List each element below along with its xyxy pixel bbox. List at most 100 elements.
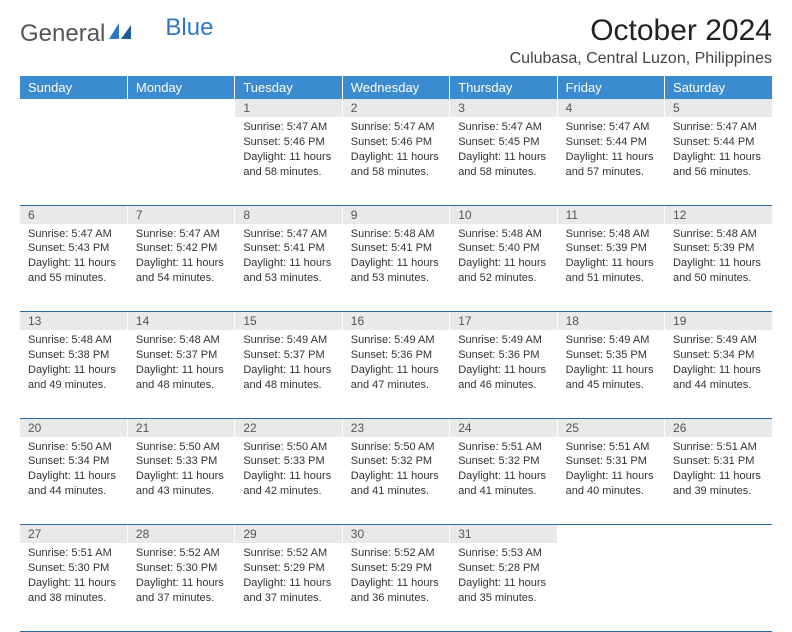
daylight-text: Daylight: 11 hours [673, 150, 764, 165]
weekday-header-row: Sunday Monday Tuesday Wednesday Thursday… [20, 76, 772, 99]
sunset-text: Sunset: 5:45 PM [458, 135, 548, 150]
daylight-text: Daylight: 11 hours [28, 469, 119, 484]
day-cell: Sunrise: 5:47 AMSunset: 5:46 PMDaylight:… [342, 117, 449, 205]
daylight-text: Daylight: 11 hours [566, 469, 656, 484]
day-number: 2 [342, 99, 449, 117]
day-cell: Sunrise: 5:48 AMSunset: 5:40 PMDaylight:… [450, 224, 557, 312]
daylight-text: and 58 minutes. [243, 165, 333, 180]
sunrise-text: Sunrise: 5:48 AM [28, 333, 119, 348]
day-number: 6 [20, 205, 127, 224]
day-number: 21 [127, 418, 234, 437]
daylight-text: Daylight: 11 hours [243, 150, 333, 165]
daynum-row: 20212223242526 [20, 418, 772, 437]
sunset-text: Sunset: 5:42 PM [136, 241, 226, 256]
daylight-text: and 42 minutes. [243, 484, 333, 499]
brand-text-blue: Blue [165, 14, 213, 42]
sunset-text: Sunset: 5:41 PM [243, 241, 333, 256]
day-cell [127, 117, 234, 205]
sunrise-text: Sunrise: 5:53 AM [458, 546, 548, 561]
daylight-text: and 51 minutes. [566, 271, 656, 286]
daylight-text: Daylight: 11 hours [566, 150, 656, 165]
daylight-text: and 53 minutes. [243, 271, 333, 286]
title-block: October 2024 Culubasa, Central Luzon, Ph… [510, 14, 772, 68]
day-cell: Sunrise: 5:50 AMSunset: 5:33 PMDaylight:… [235, 437, 342, 525]
sunset-text: Sunset: 5:46 PM [351, 135, 441, 150]
weekday-head: Monday [127, 76, 234, 99]
day-number: 18 [557, 312, 664, 331]
brand-text-general: General [20, 20, 105, 48]
daylight-text: Daylight: 11 hours [673, 469, 764, 484]
sunset-text: Sunset: 5:39 PM [566, 241, 656, 256]
sunset-text: Sunset: 5:34 PM [673, 348, 764, 363]
day-cell: Sunrise: 5:49 AMSunset: 5:36 PMDaylight:… [342, 330, 449, 418]
sunset-text: Sunset: 5:37 PM [243, 348, 333, 363]
content-row: Sunrise: 5:47 AMSunset: 5:46 PMDaylight:… [20, 117, 772, 205]
sunset-text: Sunset: 5:35 PM [566, 348, 656, 363]
day-number: 22 [235, 418, 342, 437]
day-number [557, 525, 664, 544]
daylight-text: Daylight: 11 hours [351, 576, 441, 591]
daylight-text: and 58 minutes. [458, 165, 548, 180]
day-cell: Sunrise: 5:51 AMSunset: 5:31 PMDaylight:… [557, 437, 664, 525]
daylight-text: Daylight: 11 hours [458, 256, 548, 271]
day-number: 24 [450, 418, 557, 437]
sunrise-text: Sunrise: 5:48 AM [673, 227, 764, 242]
sunset-text: Sunset: 5:33 PM [136, 454, 226, 469]
sunrise-text: Sunrise: 5:52 AM [351, 546, 441, 561]
weekday-head: Wednesday [342, 76, 449, 99]
daylight-text: Daylight: 11 hours [243, 576, 333, 591]
day-cell: Sunrise: 5:52 AMSunset: 5:30 PMDaylight:… [127, 543, 234, 631]
content-row: Sunrise: 5:50 AMSunset: 5:34 PMDaylight:… [20, 437, 772, 525]
sunset-text: Sunset: 5:32 PM [351, 454, 441, 469]
day-number: 13 [20, 312, 127, 331]
day-number: 12 [665, 205, 772, 224]
day-number: 29 [235, 525, 342, 544]
daylight-text: and 48 minutes. [243, 378, 333, 393]
day-cell: Sunrise: 5:47 AMSunset: 5:45 PMDaylight:… [450, 117, 557, 205]
sunrise-text: Sunrise: 5:49 AM [458, 333, 548, 348]
day-cell: Sunrise: 5:47 AMSunset: 5:41 PMDaylight:… [235, 224, 342, 312]
day-number: 9 [342, 205, 449, 224]
content-row: Sunrise: 5:47 AMSunset: 5:43 PMDaylight:… [20, 224, 772, 312]
sunrise-text: Sunrise: 5:51 AM [673, 440, 764, 455]
day-cell: Sunrise: 5:48 AMSunset: 5:38 PMDaylight:… [20, 330, 127, 418]
daynum-row: 6789101112 [20, 205, 772, 224]
day-number: 25 [557, 418, 664, 437]
daylight-text: and 52 minutes. [458, 271, 548, 286]
sunset-text: Sunset: 5:40 PM [458, 241, 548, 256]
sunset-text: Sunset: 5:30 PM [136, 561, 226, 576]
day-number: 16 [342, 312, 449, 331]
daylight-text: Daylight: 11 hours [351, 150, 441, 165]
brand-logo: General Blue [20, 14, 213, 48]
sunrise-text: Sunrise: 5:49 AM [673, 333, 764, 348]
daylight-text: Daylight: 11 hours [673, 256, 764, 271]
daylight-text: and 57 minutes. [566, 165, 656, 180]
sunrise-text: Sunrise: 5:47 AM [566, 120, 656, 135]
day-number: 28 [127, 525, 234, 544]
daylight-text: and 55 minutes. [28, 271, 119, 286]
sunrise-text: Sunrise: 5:47 AM [351, 120, 441, 135]
sunrise-text: Sunrise: 5:52 AM [243, 546, 333, 561]
daylight-text: Daylight: 11 hours [243, 256, 333, 271]
day-cell: Sunrise: 5:49 AMSunset: 5:37 PMDaylight:… [235, 330, 342, 418]
sunrise-text: Sunrise: 5:47 AM [458, 120, 548, 135]
day-cell: Sunrise: 5:50 AMSunset: 5:32 PMDaylight:… [342, 437, 449, 525]
daylight-text: and 37 minutes. [136, 591, 226, 606]
daylight-text: Daylight: 11 hours [458, 469, 548, 484]
daylight-text: Daylight: 11 hours [28, 256, 119, 271]
day-cell: Sunrise: 5:47 AMSunset: 5:46 PMDaylight:… [235, 117, 342, 205]
sunset-text: Sunset: 5:34 PM [28, 454, 119, 469]
daylight-text: and 40 minutes. [566, 484, 656, 499]
daylight-text: and 43 minutes. [136, 484, 226, 499]
daylight-text: Daylight: 11 hours [566, 256, 656, 271]
daylight-text: Daylight: 11 hours [28, 363, 119, 378]
day-number: 1 [235, 99, 342, 117]
sunrise-text: Sunrise: 5:51 AM [566, 440, 656, 455]
daylight-text: and 37 minutes. [243, 591, 333, 606]
sunrise-text: Sunrise: 5:50 AM [351, 440, 441, 455]
day-number: 31 [450, 525, 557, 544]
daylight-text: and 41 minutes. [351, 484, 441, 499]
sunset-text: Sunset: 5:30 PM [28, 561, 119, 576]
sunrise-text: Sunrise: 5:51 AM [28, 546, 119, 561]
day-number: 27 [20, 525, 127, 544]
